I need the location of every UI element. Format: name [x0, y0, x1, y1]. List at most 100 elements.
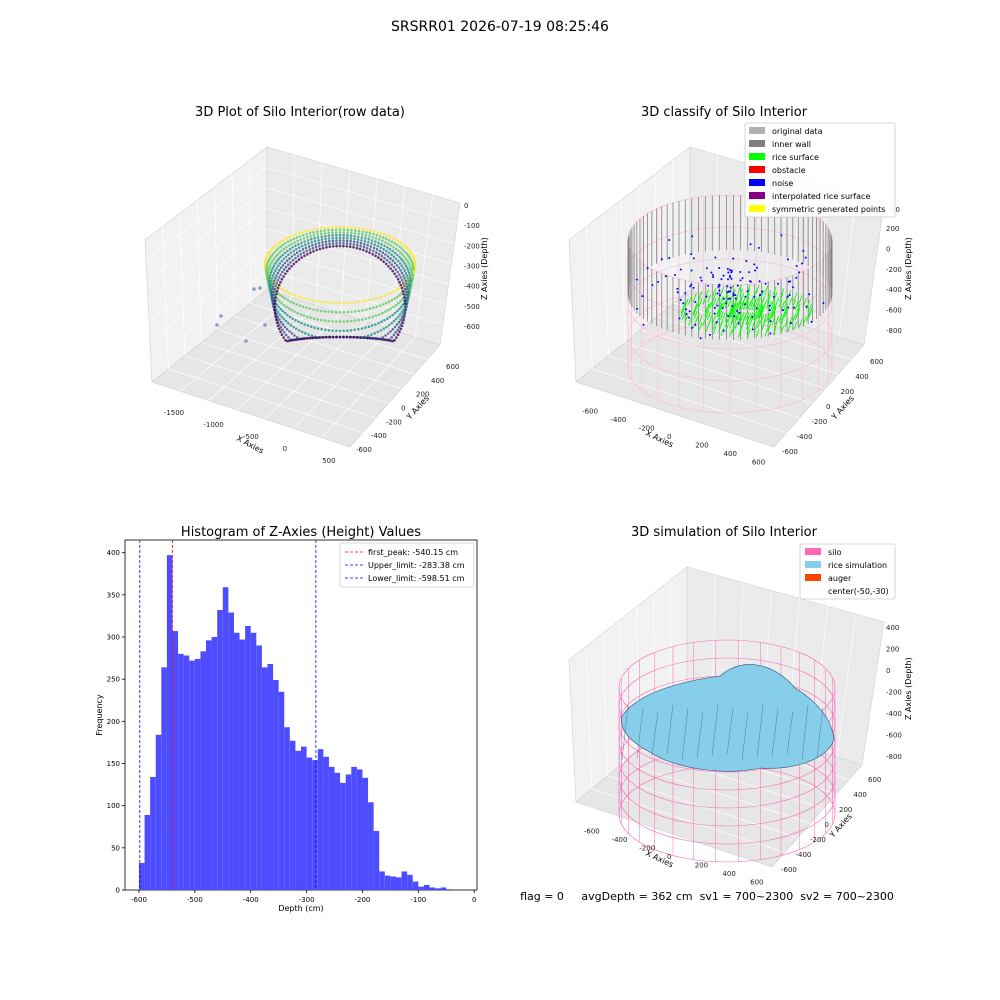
noise-point	[716, 292, 719, 295]
data-point	[370, 239, 374, 242]
data-point	[280, 333, 284, 337]
data-point	[327, 310, 330, 314]
histogram-bar	[150, 776, 156, 890]
data-point	[382, 247, 386, 251]
histogram-bar	[356, 769, 363, 890]
data-point	[287, 307, 291, 310]
data-point	[272, 293, 276, 297]
data-point	[385, 301, 388, 305]
data-point	[373, 332, 377, 335]
data-point	[297, 258, 301, 261]
data-point	[331, 228, 334, 232]
histogram-ytick-label: 150	[107, 760, 120, 768]
rice-surface-line	[771, 296, 776, 305]
panel2-ytick-label: -200	[811, 418, 827, 426]
histogram-bar	[138, 863, 145, 890]
histogram-vlines	[139, 540, 317, 890]
data-point	[334, 228, 338, 232]
rice-surface-line	[794, 301, 799, 311]
noise-point	[792, 286, 794, 289]
data-point	[277, 327, 281, 331]
data-point	[366, 334, 370, 338]
data-point	[405, 252, 409, 256]
panel2-xtick-label: 400	[724, 450, 737, 458]
data-point	[398, 255, 401, 259]
rice-surface-line	[751, 301, 756, 311]
data-point	[392, 319, 396, 323]
data-point	[357, 229, 361, 233]
data-point	[324, 234, 327, 238]
rice-surface-line	[746, 329, 751, 338]
grid-line	[196, 200, 202, 343]
noise-point	[712, 276, 715, 279]
data-point	[355, 246, 359, 250]
panel1-ztick-label: -200	[464, 242, 480, 250]
data-point	[292, 237, 296, 241]
data-point	[402, 293, 406, 296]
histogram-bar	[362, 777, 369, 890]
data-point	[296, 254, 300, 258]
data-point	[273, 290, 276, 294]
noise-point	[795, 276, 798, 279]
histogram-bar	[379, 871, 385, 890]
data-point	[288, 330, 291, 333]
rice-surface-line	[712, 292, 717, 301]
rice-surface-line	[807, 303, 812, 313]
data-point	[374, 237, 378, 240]
data-point	[390, 240, 394, 244]
rice-surface-line	[706, 311, 711, 320]
rice-surface-line	[766, 313, 770, 322]
grid-line	[836, 614, 857, 758]
legend-label: Upper_limit: -283.38 cm	[368, 561, 465, 570]
noise-point	[729, 286, 732, 289]
data-point	[301, 233, 305, 237]
data-point	[282, 268, 286, 271]
rice-surface-line	[772, 326, 777, 336]
data-point	[267, 252, 271, 255]
data-point	[338, 301, 342, 305]
legend-label: inner wall	[772, 140, 811, 149]
data-point	[378, 238, 381, 241]
data-point	[403, 244, 407, 248]
data-point	[338, 244, 342, 248]
data-point	[295, 247, 298, 251]
panel4-zlabel: Z Axies (Depth)	[904, 657, 913, 720]
data-point	[399, 241, 403, 244]
histogram-ytick-label: 0	[116, 887, 120, 895]
data-point	[276, 271, 280, 275]
data-point	[350, 319, 353, 323]
data-point	[399, 251, 402, 254]
data-point	[378, 304, 382, 307]
data-point	[402, 281, 405, 285]
footer-status: flag = 0 avgDepth = 362 cm sv1 = 700~230…	[520, 890, 894, 903]
noise-point	[636, 307, 639, 310]
data-point	[371, 315, 375, 319]
data-point	[338, 225, 342, 229]
noise-point	[736, 309, 739, 312]
histogram-ytick-label: 400	[107, 549, 120, 557]
panel1-floor-pane	[151, 289, 441, 448]
data-point	[309, 316, 312, 320]
data-point	[346, 225, 350, 229]
data-point	[244, 339, 248, 343]
data-point	[273, 299, 277, 302]
data-point	[289, 323, 293, 327]
data-point	[403, 310, 406, 314]
data-point	[396, 333, 400, 337]
data-point	[284, 272, 287, 276]
histogram-bar	[384, 875, 391, 890]
data-point	[300, 256, 304, 259]
data-point	[292, 338, 296, 342]
noise-point	[734, 294, 737, 297]
histogram-bar	[172, 631, 179, 890]
mesh-line	[786, 710, 794, 755]
noise-point	[657, 280, 660, 283]
data-point	[348, 335, 352, 339]
data-point	[294, 233, 298, 236]
rice-surface-line	[755, 302, 760, 311]
data-point	[271, 246, 275, 249]
data-point	[338, 228, 342, 231]
data-point	[300, 337, 304, 341]
data-point	[328, 242, 331, 246]
noise-point	[733, 315, 736, 318]
